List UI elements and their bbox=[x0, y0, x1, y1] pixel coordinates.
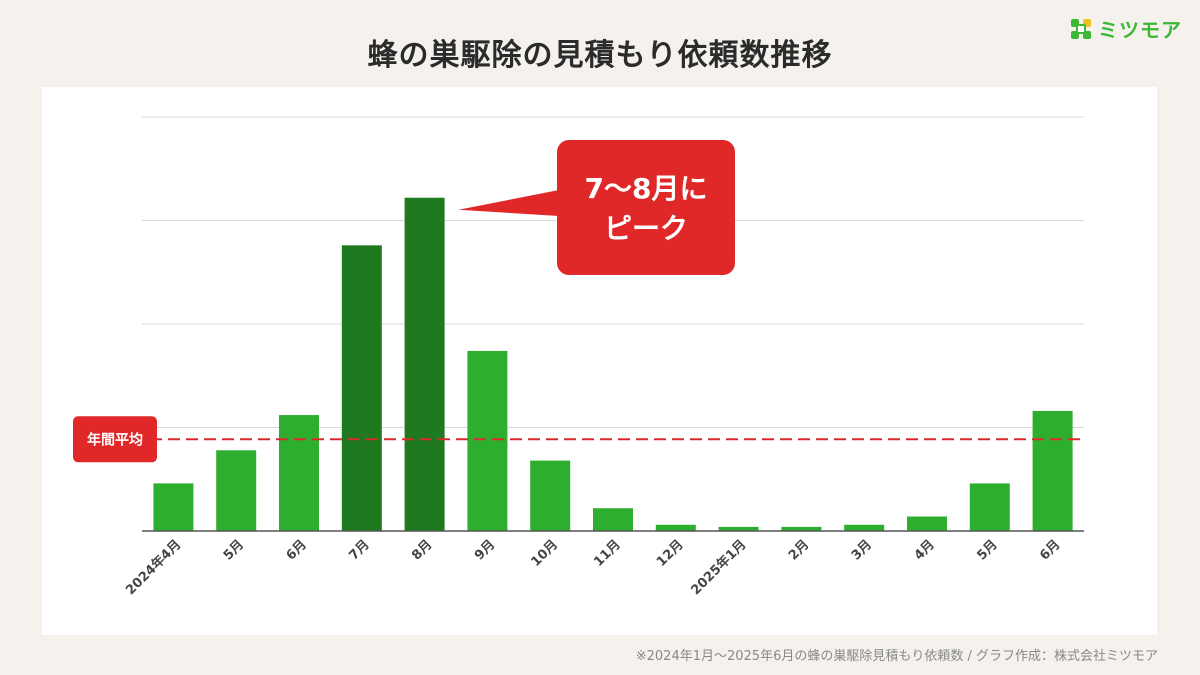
x-tick-label: 7月 bbox=[346, 537, 372, 563]
callout-pointer bbox=[458, 190, 559, 216]
callout-text-line: 7〜8月に bbox=[585, 172, 708, 205]
bar-4 bbox=[341, 245, 382, 531]
bar-5 bbox=[404, 197, 445, 532]
bar-14 bbox=[969, 483, 1010, 531]
bar-2 bbox=[216, 450, 257, 531]
average-label: 年間平均 bbox=[87, 431, 143, 448]
brand-logo: ミツモア bbox=[1069, 14, 1182, 43]
x-tick-label: 6月 bbox=[1037, 537, 1063, 563]
footnote: ※2024年1月〜2025年6月の蜂の巣駆除見積もり依頼数 / グラフ作成：株式… bbox=[635, 649, 1158, 664]
page-title: 蜂の巣駆除の見積もり依頼数推移 bbox=[367, 38, 833, 73]
bar-13 bbox=[907, 516, 947, 531]
x-tick-label: 5月 bbox=[974, 537, 1000, 563]
bar-11 bbox=[781, 526, 822, 531]
x-tick-label: 2024年4月 bbox=[123, 537, 185, 599]
bar-7 bbox=[530, 460, 571, 531]
x-tick-label: 5月 bbox=[221, 537, 247, 563]
x-tick-label: 8月 bbox=[409, 537, 435, 563]
bar-6 bbox=[467, 350, 508, 531]
x-tick-label: 3月 bbox=[849, 537, 875, 563]
x-tick-label: 6月 bbox=[284, 537, 310, 563]
x-tick-label: 9月 bbox=[472, 537, 498, 563]
bar-8 bbox=[593, 508, 633, 531]
x-tick-label: 2月 bbox=[786, 537, 812, 563]
bar-1 bbox=[153, 483, 194, 531]
mitsumore-logo-icon bbox=[1071, 18, 1091, 39]
bar-9 bbox=[655, 524, 696, 531]
x-tick-label: 2025年1月 bbox=[688, 537, 750, 599]
x-tick-label: 4月 bbox=[912, 537, 938, 563]
bar-10 bbox=[718, 526, 759, 531]
bar-3 bbox=[279, 415, 319, 531]
brand-name: ミツモア bbox=[1098, 18, 1182, 42]
x-tick-label: 11月 bbox=[591, 537, 624, 570]
x-tick-label: 10月 bbox=[528, 537, 561, 570]
bar-12 bbox=[844, 524, 885, 531]
callout-bubble bbox=[557, 140, 735, 275]
average-label-box bbox=[73, 416, 157, 463]
callout-text-line: ピーク bbox=[604, 212, 688, 245]
x-tick-label: 12月 bbox=[654, 537, 687, 570]
bar-15 bbox=[1032, 410, 1073, 531]
